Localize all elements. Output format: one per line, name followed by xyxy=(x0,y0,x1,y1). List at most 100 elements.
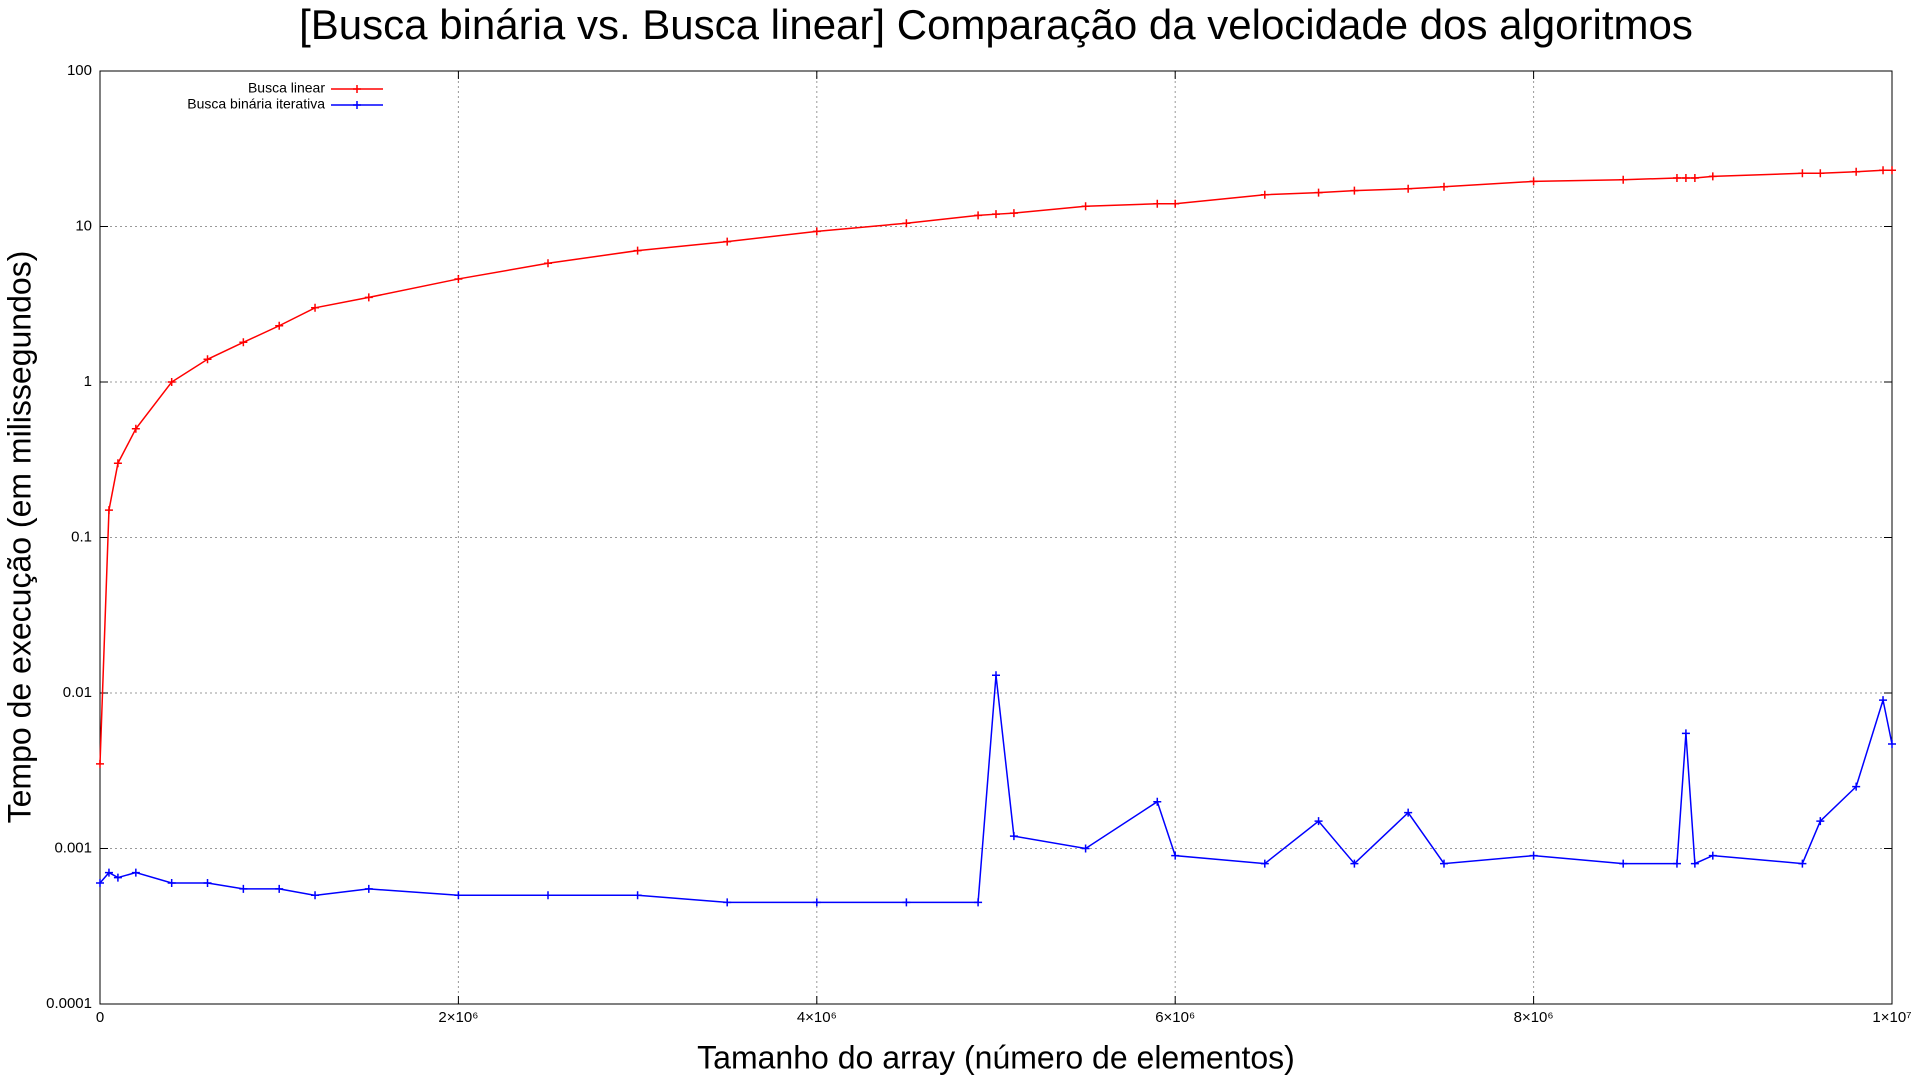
point-marker xyxy=(1879,166,1888,175)
point-marker xyxy=(812,227,821,236)
point-marker xyxy=(723,898,732,907)
point-marker xyxy=(104,506,113,515)
y-tick-label: 10 xyxy=(75,217,92,234)
point-marker xyxy=(96,878,104,887)
point-marker xyxy=(454,274,463,283)
x-tick-label: 2×10⁶ xyxy=(438,1009,478,1026)
point-marker xyxy=(1708,851,1717,860)
point-marker xyxy=(992,671,1000,680)
point-marker xyxy=(1081,202,1090,211)
legend-marker xyxy=(353,101,361,109)
x-tick-label: 1×10⁷ xyxy=(1872,1009,1911,1026)
x-tick-label: 0 xyxy=(96,1009,104,1026)
x-tick-label: 6×10⁶ xyxy=(1155,1009,1195,1026)
point-marker xyxy=(1681,729,1690,738)
point-marker xyxy=(1879,696,1888,705)
point-marker xyxy=(1888,166,1896,175)
point-marker xyxy=(1816,169,1825,178)
point-marker xyxy=(311,303,320,312)
point-marker xyxy=(1619,859,1628,868)
x-axis-label: Tamanho do array (número de elementos) xyxy=(697,1039,1295,1075)
point-marker xyxy=(1681,174,1690,183)
point-marker xyxy=(1171,851,1180,860)
plot-frame xyxy=(99,70,1893,1005)
chart-title: [Busca binária vs. Busca linear] Compara… xyxy=(299,1,1693,48)
legend-label: Busca binária iterativa xyxy=(187,96,325,112)
point-marker xyxy=(974,211,983,220)
y-tick-label: 1 xyxy=(84,373,92,390)
y-axis-label: Tempo de execução (em milissegundos) xyxy=(1,251,37,824)
point-marker xyxy=(544,259,552,268)
legend-label: Busca linear xyxy=(248,80,325,96)
point-marker xyxy=(633,891,642,900)
point-marker xyxy=(113,459,122,468)
point-marker xyxy=(311,891,320,900)
y-tick-label: 0.1 xyxy=(71,528,92,545)
point-marker xyxy=(1153,797,1162,806)
x-tick-label: 4×10⁶ xyxy=(797,1009,837,1026)
point-marker xyxy=(1619,175,1628,184)
point-marker xyxy=(1529,177,1538,186)
point-marker xyxy=(1852,167,1861,176)
point-marker xyxy=(1009,209,1018,218)
point-marker xyxy=(1350,859,1359,868)
point-marker xyxy=(1260,859,1269,868)
point-marker xyxy=(1350,186,1359,195)
point-marker xyxy=(454,891,463,900)
point-marker xyxy=(812,898,821,907)
point-marker xyxy=(1314,817,1323,826)
point-marker xyxy=(1852,782,1861,791)
point-marker xyxy=(131,868,140,877)
point-marker xyxy=(1440,182,1448,191)
point-marker xyxy=(544,891,552,900)
point-marker xyxy=(723,237,732,246)
point-marker xyxy=(239,884,248,893)
y-tick-label: 0.001 xyxy=(54,839,92,856)
point-marker xyxy=(1404,808,1413,817)
point-marker xyxy=(364,884,373,893)
point-marker xyxy=(1081,844,1090,853)
series-line xyxy=(99,675,1893,904)
point-marker xyxy=(1009,832,1018,841)
point-marker xyxy=(275,321,284,330)
point-marker xyxy=(1404,184,1413,193)
point-marker xyxy=(1690,859,1699,868)
point-marker xyxy=(364,293,373,302)
point-marker xyxy=(1171,199,1180,208)
point-marker xyxy=(992,210,1000,219)
point-marker xyxy=(902,898,911,907)
point-marker xyxy=(104,868,113,877)
point-marker xyxy=(113,873,122,882)
point-marker xyxy=(974,898,983,907)
legend-marker xyxy=(353,85,361,93)
x-tick-label: 8×10⁶ xyxy=(1514,1009,1554,1026)
point-marker xyxy=(1798,169,1807,178)
point-marker xyxy=(1440,859,1448,868)
y-tick-label: 100 xyxy=(67,62,92,79)
point-marker xyxy=(203,878,212,887)
point-marker xyxy=(275,884,284,893)
y-tick-label: 0.0001 xyxy=(46,995,92,1012)
point-marker xyxy=(1708,172,1717,181)
point-marker xyxy=(1816,817,1825,826)
point-marker xyxy=(1672,174,1681,183)
point-marker xyxy=(167,378,176,386)
point-marker xyxy=(167,878,176,887)
point-marker xyxy=(239,338,248,347)
point-marker xyxy=(1798,859,1807,868)
point-marker xyxy=(1672,859,1681,868)
point-marker xyxy=(1260,190,1269,199)
point-marker xyxy=(96,759,104,768)
point-marker xyxy=(1888,739,1896,748)
point-marker xyxy=(1153,199,1162,208)
point-marker xyxy=(1690,174,1699,183)
point-marker xyxy=(633,246,642,255)
point-marker xyxy=(1529,851,1538,860)
point-marker xyxy=(902,219,911,228)
point-marker xyxy=(203,355,212,364)
point-marker xyxy=(1314,188,1323,197)
y-tick-label: 0.01 xyxy=(63,684,92,701)
point-marker xyxy=(131,424,140,433)
